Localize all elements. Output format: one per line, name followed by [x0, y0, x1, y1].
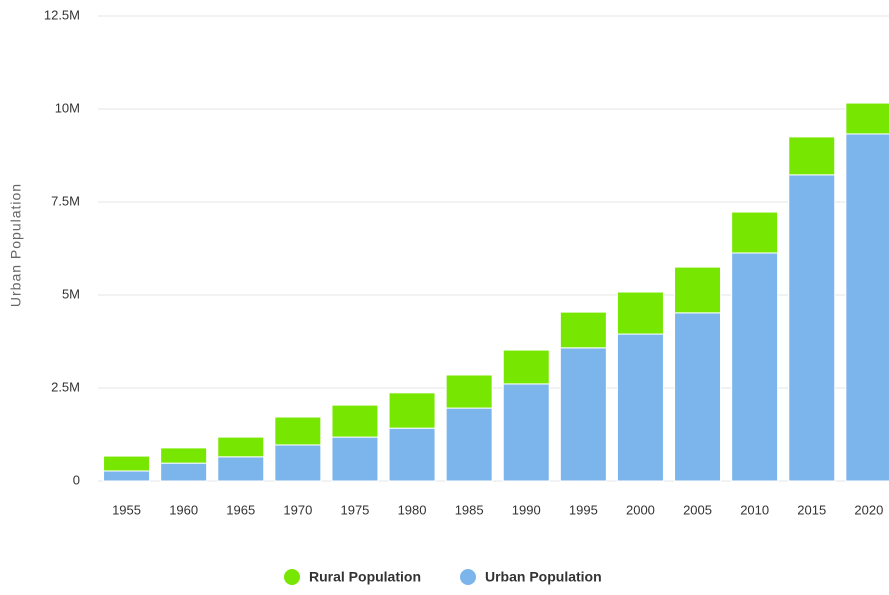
- x-tick-label: 2020: [854, 502, 883, 517]
- x-tick-label: 1965: [226, 502, 255, 517]
- bar-segment: [274, 444, 322, 482]
- bar-segment: [388, 427, 436, 482]
- x-tick-label: 2005: [683, 502, 712, 517]
- x-tick-label: 1970: [283, 502, 312, 517]
- y-tick-label: 10M: [55, 100, 80, 115]
- bar-segment: [160, 462, 208, 482]
- bar-segment: [502, 349, 550, 385]
- x-tick-label: 1955: [112, 502, 141, 517]
- x-tick-label: 1985: [455, 502, 484, 517]
- bar-segment: [445, 407, 493, 482]
- bar-segment: [731, 211, 779, 254]
- x-tick-label: 1990: [512, 502, 541, 517]
- bar-segment: [331, 436, 379, 482]
- legend-label: Urban Population: [485, 569, 602, 585]
- bar-segment: [274, 416, 322, 446]
- x-tick-label: 2015: [797, 502, 826, 517]
- bar-segment: [845, 102, 889, 135]
- bar-segment: [731, 252, 779, 482]
- bar-segment: [217, 456, 265, 482]
- bar-segment: [845, 133, 889, 482]
- y-tick-label: 5M: [62, 286, 80, 301]
- bar-segment: [616, 291, 664, 335]
- y-tick-label: 0: [73, 472, 80, 487]
- x-tick-label: 1980: [398, 502, 427, 517]
- legend-marker: [460, 569, 476, 585]
- bar-segment: [559, 347, 607, 482]
- legend-label: Rural Population: [309, 569, 421, 585]
- legend-marker: [284, 569, 300, 585]
- bar-segment: [616, 333, 664, 482]
- bar-segment: [788, 174, 836, 482]
- x-tick-label: 2010: [740, 502, 769, 517]
- bar-segment: [788, 136, 836, 176]
- bar-segment: [160, 447, 208, 464]
- y-tick-label: 12.5M: [44, 7, 80, 22]
- bar-segment: [674, 312, 722, 482]
- bar-segment: [103, 455, 151, 472]
- y-tick-label: 7.5M: [51, 193, 80, 208]
- x-tick-label: 1975: [340, 502, 369, 517]
- bar-segment: [388, 392, 436, 429]
- x-tick-label: 2000: [626, 502, 655, 517]
- bar-segment: [674, 266, 722, 314]
- bar-segment: [559, 311, 607, 349]
- x-tick-label: 1995: [569, 502, 598, 517]
- y-axis-title: Urban Population: [8, 183, 24, 307]
- bar-segment: [217, 436, 265, 458]
- bar-segment: [445, 374, 493, 409]
- bar-segment: [331, 404, 379, 438]
- y-tick-label: 2.5M: [51, 379, 80, 394]
- bar-segment: [502, 383, 550, 482]
- x-tick-label: 1960: [169, 502, 198, 517]
- bar-segment: [103, 470, 151, 482]
